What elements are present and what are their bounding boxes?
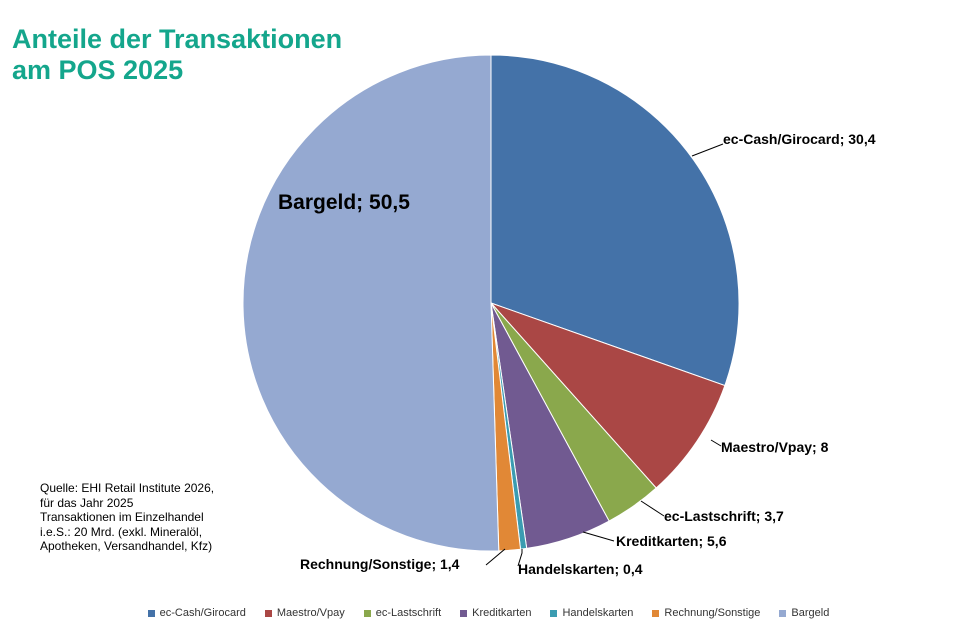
data-label: ec-Lastschrift; 3,7 [664,508,784,524]
legend-label: Maestro/Vpay [276,607,345,619]
title-line-1: Anteile der Transaktionen [12,24,343,54]
legend-label: ec-Lastschrift [375,607,442,619]
leader-line [640,500,665,517]
leader-line [517,549,523,567]
leader-line [485,548,506,566]
source-line: Transaktionen im Einzelhandel [40,510,204,524]
source-line: Apotheken, Versandhandel, Kfz) [40,539,213,553]
legend-item: ec-Lastschrift [363,607,442,619]
legend-swatch [779,609,787,617]
title-line-2: am POS 2025 [12,55,184,85]
data-labels: ec-Cash/Girocard; 30,4 Maestro/Vpay; 8 ec-… [278,131,876,577]
legend-swatch [147,609,155,617]
pie-slices [242,54,740,552]
legend-label: Kreditkarten [472,607,532,619]
leader-line [582,531,615,542]
legend-item: Kreditkarten [460,607,531,619]
chart-title: Anteile der Transaktionen am POS 2025 [12,24,342,86]
pie-slice [490,302,726,489]
legend-label: ec-Cash/Girocard [159,607,246,619]
source-note: Quelle: EHI Retail Institute 2026, für d… [40,481,214,554]
leader-line [691,143,724,157]
legend-swatch [550,609,558,617]
source-line: für das Jahr 2025 [40,495,134,510]
source-line: Quelle: EHI Retail Institute 2026, [40,481,215,495]
legend-item: Handelskarten [550,607,633,619]
legend-swatch [460,609,468,617]
legend: ec-Cash/Girocard Maestro/Vpay ec-Lastschri… [0,607,977,619]
data-label: Kreditkarten; 5,6 [616,533,727,549]
legend-swatch [652,609,660,617]
legend-item: ec-Cash/Girocard [147,607,246,619]
data-label: Maestro/Vpay; 8 [721,439,829,455]
legend-swatch [264,609,272,617]
legend-item: Rechnung/Sonstige [652,607,760,619]
pie-slice [490,54,740,387]
source-line: i.e.S.: 20 Mrd. (exkl. Mineralöl, [40,524,203,539]
legend-label: Bargeld [791,607,830,619]
legend-item: Maestro/Vpay [264,607,345,619]
data-label: Bargeld; 50,5 [278,191,410,214]
legend-swatch [363,609,371,617]
legend-label: Rechnung/Sonstige [664,607,761,619]
legend-label: Handelskarten [562,607,634,619]
data-label: ec-Cash/Girocard; 30,4 [723,131,876,147]
data-label: Rechnung/Sonstige; 1,4 [300,556,460,572]
pie-slice [242,54,500,552]
data-label: Handelskarten; 0,4 [518,561,643,577]
legend-item: Bargeld [779,607,829,619]
leader-line [710,439,722,447]
